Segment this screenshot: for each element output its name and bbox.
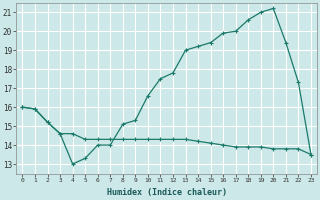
X-axis label: Humidex (Indice chaleur): Humidex (Indice chaleur) — [107, 188, 227, 197]
